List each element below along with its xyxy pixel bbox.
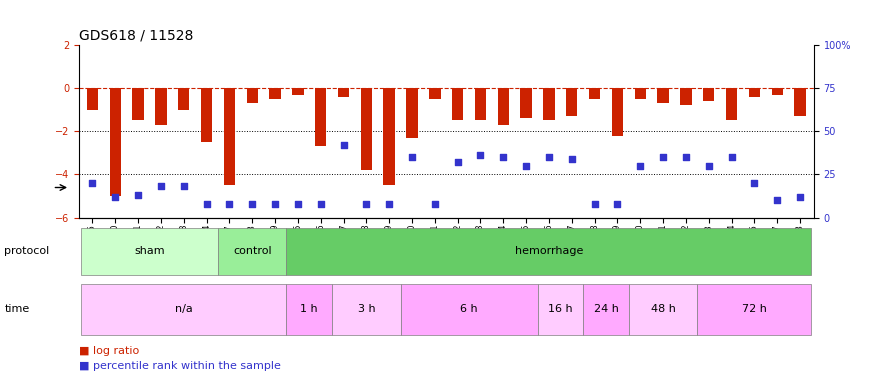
- Point: [724, 154, 738, 160]
- Point: [451, 159, 465, 165]
- Bar: [657, 88, 668, 103]
- Point: [314, 201, 328, 207]
- Text: 24 h: 24 h: [593, 304, 619, 314]
- Text: GDS618 / 11528: GDS618 / 11528: [79, 28, 193, 42]
- Bar: [201, 88, 213, 142]
- Bar: [566, 88, 578, 116]
- Point: [86, 180, 100, 186]
- Bar: [132, 88, 144, 120]
- Point: [793, 194, 807, 200]
- FancyBboxPatch shape: [81, 228, 218, 275]
- Bar: [383, 88, 395, 185]
- Text: protocol: protocol: [4, 246, 50, 256]
- Bar: [680, 88, 691, 105]
- Bar: [247, 88, 258, 103]
- Point: [496, 154, 510, 160]
- Point: [200, 201, 214, 207]
- Bar: [429, 88, 440, 99]
- FancyBboxPatch shape: [537, 284, 584, 334]
- Bar: [406, 88, 417, 138]
- Text: ■ log ratio: ■ log ratio: [79, 346, 139, 356]
- Point: [290, 201, 304, 207]
- Bar: [178, 88, 190, 110]
- Bar: [703, 88, 715, 101]
- Bar: [749, 88, 760, 97]
- Point: [382, 201, 396, 207]
- FancyBboxPatch shape: [218, 228, 286, 275]
- Bar: [315, 88, 326, 146]
- Point: [222, 201, 236, 207]
- Text: 72 h: 72 h: [742, 304, 766, 314]
- Bar: [772, 88, 783, 94]
- FancyBboxPatch shape: [286, 284, 332, 334]
- Bar: [498, 88, 509, 125]
- FancyBboxPatch shape: [286, 228, 811, 275]
- Text: 3 h: 3 h: [358, 304, 375, 314]
- Bar: [726, 88, 738, 120]
- Point: [519, 163, 533, 169]
- Text: hemorrhage: hemorrhage: [514, 246, 583, 256]
- Bar: [87, 88, 98, 110]
- Bar: [794, 88, 806, 116]
- Bar: [475, 88, 487, 120]
- Point: [679, 154, 693, 160]
- Bar: [543, 88, 555, 120]
- Point: [588, 201, 602, 207]
- FancyBboxPatch shape: [401, 284, 537, 334]
- Point: [154, 183, 168, 189]
- Point: [108, 194, 123, 200]
- Point: [747, 180, 761, 186]
- Point: [131, 192, 145, 198]
- Point: [702, 163, 716, 169]
- Text: 6 h: 6 h: [460, 304, 478, 314]
- Point: [405, 154, 419, 160]
- Point: [634, 163, 648, 169]
- Text: ■ percentile rank within the sample: ■ percentile rank within the sample: [79, 361, 281, 371]
- Point: [337, 142, 351, 148]
- Text: 1 h: 1 h: [300, 304, 318, 314]
- Bar: [521, 88, 532, 118]
- Point: [177, 183, 191, 189]
- Point: [542, 154, 556, 160]
- FancyBboxPatch shape: [697, 284, 811, 334]
- FancyBboxPatch shape: [629, 284, 697, 334]
- Bar: [589, 88, 600, 99]
- Text: 48 h: 48 h: [651, 304, 676, 314]
- Text: n/a: n/a: [175, 304, 192, 314]
- Point: [770, 197, 784, 203]
- Point: [360, 201, 374, 207]
- Point: [564, 156, 578, 162]
- FancyBboxPatch shape: [81, 284, 286, 334]
- Bar: [338, 88, 349, 97]
- Bar: [109, 88, 121, 196]
- Point: [473, 152, 487, 158]
- Point: [611, 201, 625, 207]
- Bar: [270, 88, 281, 99]
- Bar: [360, 88, 372, 170]
- Text: sham: sham: [134, 246, 164, 256]
- Point: [268, 201, 282, 207]
- Point: [656, 154, 670, 160]
- Bar: [155, 88, 166, 125]
- FancyBboxPatch shape: [584, 284, 629, 334]
- Bar: [452, 88, 464, 120]
- Bar: [634, 88, 646, 99]
- Text: control: control: [233, 246, 271, 256]
- Point: [245, 201, 259, 207]
- Text: 16 h: 16 h: [548, 304, 573, 314]
- Point: [428, 201, 442, 207]
- Text: time: time: [4, 304, 30, 314]
- Bar: [292, 88, 304, 94]
- Bar: [224, 88, 235, 185]
- FancyBboxPatch shape: [332, 284, 401, 334]
- Bar: [612, 88, 623, 136]
